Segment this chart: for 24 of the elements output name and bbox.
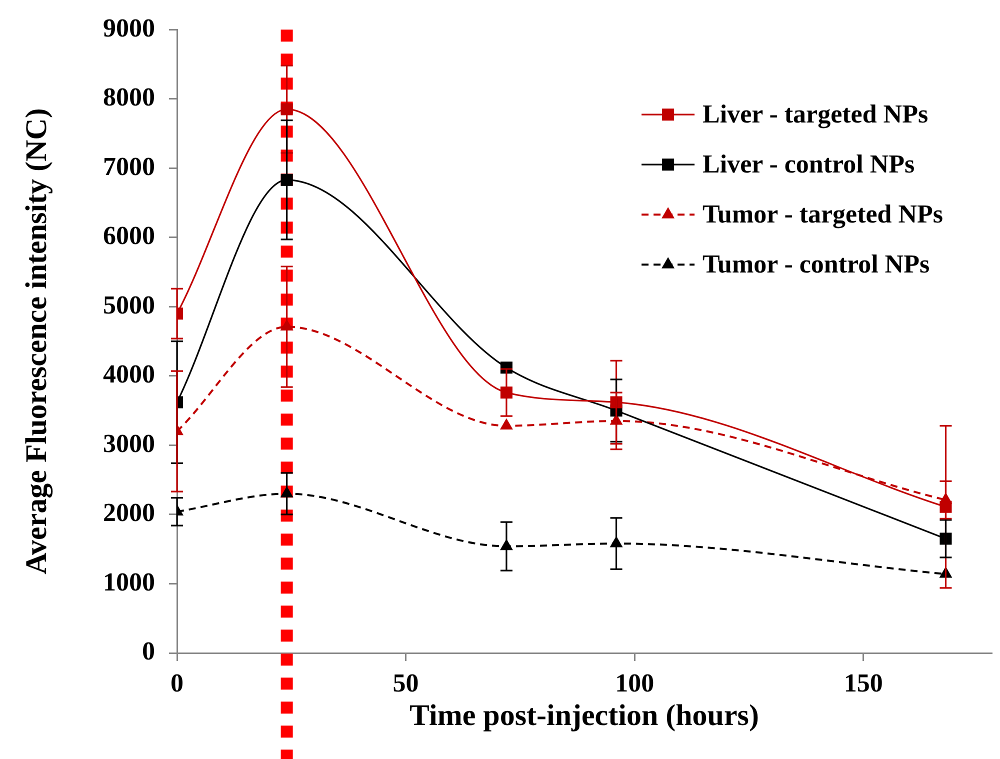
y-tick-label: 8000 [103, 82, 155, 112]
x-tick-label: 100 [615, 668, 654, 698]
point [940, 500, 952, 513]
y-tick-label: 4000 [103, 360, 155, 389]
y-tick-label: 7000 [103, 152, 155, 181]
y-tick-label: 2000 [103, 498, 155, 528]
y-tick-label: 3000 [103, 428, 155, 458]
y-axis-title: Average Fluorescence intensity (NC) [20, 108, 53, 574]
y-tick-label: 0 [142, 636, 155, 666]
legend-label: Tumor - control NPs [702, 249, 930, 278]
y-tick-label: 6000 [103, 221, 155, 250]
x-tick-label: 50 [392, 668, 419, 698]
point [610, 396, 622, 408]
legend-label: Liver - control NPs [702, 149, 915, 178]
legend-label: Liver - targeted NPs [702, 99, 928, 128]
x-tick-label: 0 [170, 668, 184, 698]
y-tick-label: 9000 [103, 13, 155, 42]
x-axis-title: Time post-injection (hours) [410, 698, 759, 732]
point [500, 418, 513, 430]
y-tick-label: 1000 [103, 567, 155, 596]
y-tick-label: 5000 [103, 290, 155, 320]
x-tick-label: 150 [844, 668, 883, 698]
point [280, 103, 293, 116]
legend-label: Tumor - targeted NPs [702, 199, 944, 228]
